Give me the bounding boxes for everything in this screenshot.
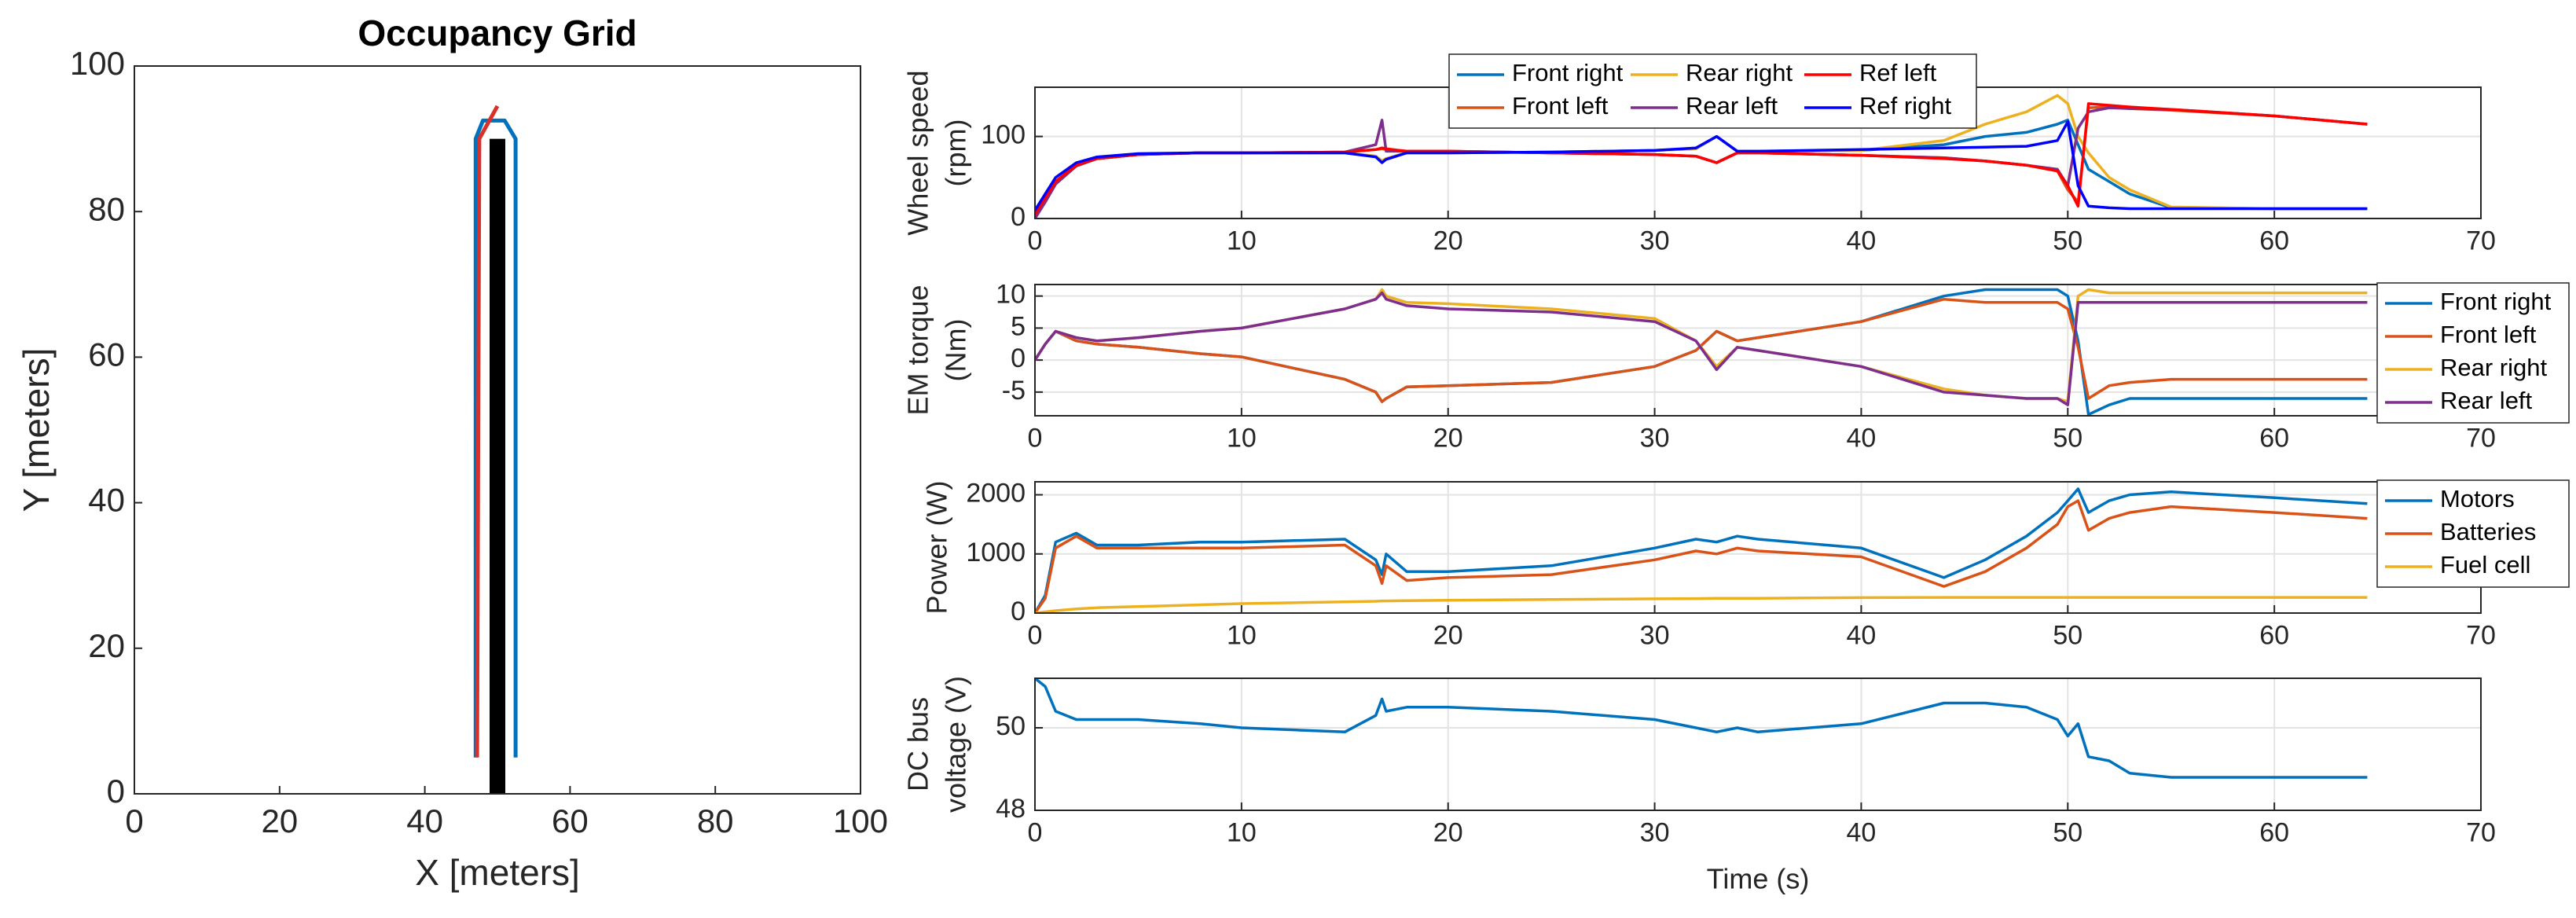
x-tick-label: 0 xyxy=(125,802,143,839)
series-line xyxy=(1035,120,2368,211)
x-tick-label: 20 xyxy=(261,802,298,839)
x-tick-label: 0 xyxy=(1028,226,1043,256)
x-tick-label: 40 xyxy=(1847,818,1877,848)
series-group xyxy=(1035,288,2368,416)
y-tick-label: 1000 xyxy=(966,538,1026,567)
legend-label: Rear right xyxy=(2440,354,2547,381)
legend-box xyxy=(1448,53,1977,129)
x-tick-label: 40 xyxy=(1847,226,1877,256)
legend-label: Front left xyxy=(1512,92,1609,119)
y-tick-label: 80 xyxy=(88,190,125,227)
x-tick-label: 60 xyxy=(552,802,589,839)
y-axis-label: (rpm) xyxy=(940,119,972,187)
series-line xyxy=(1035,487,2368,613)
x-tick-label: 80 xyxy=(697,802,734,839)
series-line xyxy=(1035,596,2368,613)
x-tick-label: 70 xyxy=(2466,621,2496,651)
x-tick-label: 20 xyxy=(1433,424,1463,453)
y-tick-label: 10 xyxy=(996,280,1026,310)
legend-label: Ref left xyxy=(1859,59,1937,86)
legend-label: Ref right xyxy=(1859,92,1952,119)
chart-title: Occupancy Grid xyxy=(358,13,637,53)
y-tick-label: 100 xyxy=(981,120,1026,150)
y-tick-label: 20 xyxy=(88,627,125,664)
y-tick-label: 48 xyxy=(996,794,1026,824)
x-tick-label: 60 xyxy=(2259,424,2289,453)
x-tick-label: 40 xyxy=(1847,621,1877,651)
x-tick-label: 40 xyxy=(406,802,443,839)
legend-label: Batteries xyxy=(2440,518,2536,545)
y-tick-label: 100 xyxy=(70,45,125,82)
x-tick-label: 10 xyxy=(1227,424,1257,453)
x-tick-label: 70 xyxy=(2466,226,2496,256)
y-tick-label: 0 xyxy=(1011,597,1026,626)
legend-label: Rear left xyxy=(2440,387,2533,414)
legend-label: Front right xyxy=(2440,288,2552,315)
x-tick-label: 10 xyxy=(1227,818,1257,848)
legend-label: Fuel cell xyxy=(2440,551,2530,578)
x-tick-label: 10 xyxy=(1227,621,1257,651)
series-line xyxy=(1035,499,2368,613)
y-axis-label: DC bus xyxy=(902,697,934,791)
y-axis-label: Y [meters] xyxy=(16,348,57,512)
y-tick-label: 2000 xyxy=(966,479,1026,509)
x-tick-label: 30 xyxy=(1640,424,1670,453)
x-tick-label: 70 xyxy=(2466,818,2496,848)
axis-box xyxy=(1034,677,2482,811)
series-line xyxy=(473,118,518,758)
legend-label: Front left xyxy=(2440,321,2537,348)
y-tick-label: 40 xyxy=(88,482,125,519)
series-group xyxy=(1035,487,2368,613)
series-group xyxy=(1035,94,2368,218)
y-tick-label: 0 xyxy=(107,773,125,810)
legend-label: Rear left xyxy=(1686,92,1778,119)
x-tick-label: 60 xyxy=(2259,818,2289,848)
x-tick-label: 20 xyxy=(1433,818,1463,848)
x-tick-label: 40 xyxy=(1847,424,1877,453)
y-axis-label: Power (W) xyxy=(921,481,953,615)
series-line xyxy=(1035,297,2368,403)
x-tick-label: 50 xyxy=(2053,424,2082,453)
y-tick-label: 0 xyxy=(1011,343,1026,373)
y-axis-label: Wheel speed xyxy=(902,70,934,235)
x-tick-label: 30 xyxy=(1640,621,1670,651)
series-group xyxy=(1035,678,2368,779)
x-tick-label: 60 xyxy=(2259,226,2289,256)
legend-box xyxy=(2376,282,2570,424)
y-axis-label: EM torque xyxy=(902,285,934,415)
series-line xyxy=(1035,291,2368,406)
axis-box xyxy=(134,65,861,795)
series-line xyxy=(475,105,500,758)
y-tick-label: 0 xyxy=(1011,202,1026,232)
y-axis-label: voltage (V) xyxy=(940,676,972,813)
y-tick-label: 60 xyxy=(88,336,125,373)
series-line xyxy=(1035,678,2368,779)
x-axis-label: Time (s) xyxy=(1707,863,1810,895)
x-tick-label: 60 xyxy=(2259,621,2289,651)
x-tick-label: 0 xyxy=(1028,621,1043,651)
y-axis-label: (Nm) xyxy=(940,319,972,382)
x-tick-label: 50 xyxy=(2053,226,2082,256)
x-tick-label: 20 xyxy=(1433,226,1463,256)
x-tick-label: 50 xyxy=(2053,621,2082,651)
legend-label: Front right xyxy=(1512,59,1624,86)
x-tick-label: 30 xyxy=(1640,818,1670,848)
legend-label: Rear right xyxy=(1686,59,1793,86)
legend-label: Motors xyxy=(2440,485,2515,512)
x-tick-label: 20 xyxy=(1433,621,1463,651)
x-axis-label: X [meters] xyxy=(415,852,580,893)
x-tick-label: 0 xyxy=(1028,424,1043,453)
plot-area xyxy=(1035,678,2481,810)
x-tick-label: 10 xyxy=(1227,226,1257,256)
x-tick-label: 50 xyxy=(2053,818,2082,848)
y-tick-label: -5 xyxy=(1002,376,1026,406)
x-tick-label: 100 xyxy=(833,802,888,839)
x-tick-label: 0 xyxy=(1028,818,1043,848)
y-tick-label: 5 xyxy=(1011,311,1026,341)
x-tick-label: 70 xyxy=(2466,424,2496,453)
x-tick-label: 30 xyxy=(1640,226,1670,256)
y-tick-label: 50 xyxy=(996,711,1026,741)
series-group xyxy=(473,105,518,794)
